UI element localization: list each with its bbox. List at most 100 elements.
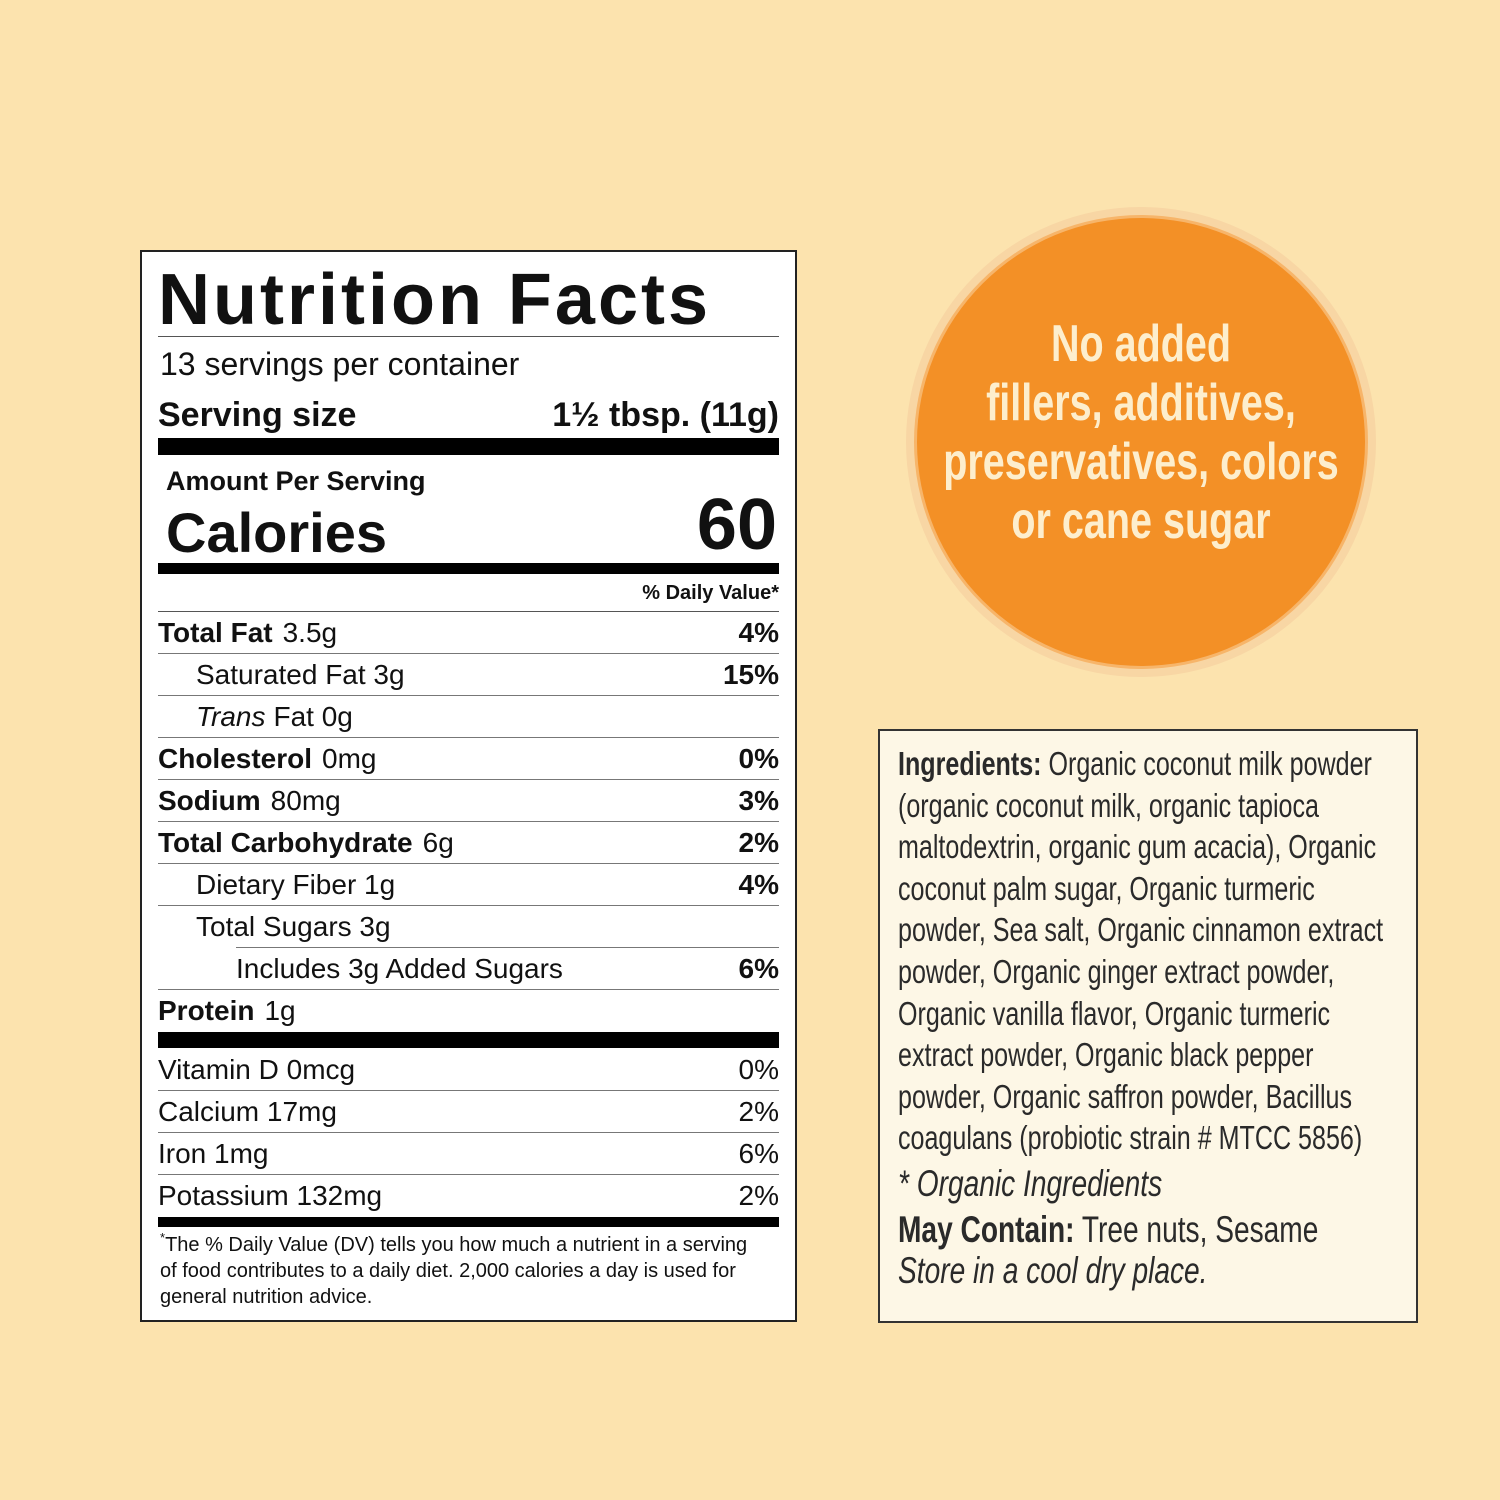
nutrient-name-group: Potassium 132mg [158,1180,382,1212]
nutrient-row: Total Sugars 3g [158,905,779,947]
serving-size-value: 1½ tbsp. (11g) [552,396,779,434]
nutrient-row: Cholesterol 0mg 0% [158,737,779,779]
nutrient-name: Saturated Fat 3g [196,658,405,690]
nutrient-name: Calcium 17mg [158,1095,337,1127]
nutrient-row: Saturated Fat 3g 15% [158,653,779,695]
nutrient-name: Iron 1mg [158,1137,269,1169]
daily-value: 2% [738,1095,779,1127]
nutrient-name-group: Saturated Fat 3g [158,659,405,691]
daily-value: 2% [738,1179,779,1211]
nutrient-row: Includes 3g Added Sugars 6% [236,947,779,989]
nutrition-label: Nutrition Facts 13 servings per containe… [140,250,797,1322]
daily-value: 0% [738,742,779,774]
ingredients-label: Ingredients: [898,745,1042,782]
nutrient-list: Total Fat 3.5g 4% Saturated Fat 3g 15% Trans F… [158,612,779,1031]
divider [158,1032,779,1048]
daily-value-header: % Daily Value* [642,582,779,604]
ingredients-text: Organic coconut milk powder (organic coc… [898,745,1384,1157]
storage: Store in a cool dry place. [898,1250,1403,1292]
divider [158,563,779,574]
nutrient-amount: 3.5g [282,616,338,648]
nutrient-name-group: Trans Fat 0g [158,701,353,733]
nutrient-row: Vitamin D 0mcg 0% [158,1049,779,1090]
daily-value: 15% [722,658,779,690]
amount-per-serving: Amount Per Serving [166,466,426,496]
ingredients-box: Ingredients: Organic coconut milk powder… [878,729,1418,1323]
may-contain: May Contain: Tree nuts, Sesame [898,1209,1403,1251]
nutrient-name: Total Sugars 3g [196,910,391,942]
daily-value: 0% [738,1053,779,1085]
calories-value: 60 [696,485,777,565]
ingredients-paragraph: Ingredients: Organic coconut milk powder… [898,743,1403,1159]
nutrient-name: Vitamin D 0mcg [158,1053,356,1085]
nutrient-name: Fat 0g [273,700,353,732]
calories-label: Calories [166,501,387,564]
nutrient-row: Sodium 80mg 3% [158,779,779,821]
nutrient-name-group: Vitamin D 0mcg [158,1054,355,1086]
nutrient-name: Includes 3g Added Sugars [236,952,563,984]
badge-line: fillers, additives, [986,374,1296,432]
daily-value: 4% [738,616,779,648]
divider [158,336,779,337]
nutrient-name-group: Total Sugars 3g [158,911,391,943]
nutrient-amount: 80mg [270,784,341,816]
nutrient-name-group: Sodium 80mg [158,785,341,817]
daily-value: 6% [738,1137,779,1169]
daily-value: 2% [738,826,779,858]
label-title: Nutrition Facts [158,260,712,340]
serving-size-label: Serving size [158,396,357,434]
footnote: *The % Daily Value (DV) tells you how mu… [160,1230,759,1310]
badge-line: preservatives, colors [943,433,1339,491]
footnote-marker: * [160,1230,166,1245]
badge-line: or cane sugar [1011,492,1271,550]
nutrient-row: Protein 1g [158,989,779,1031]
ingredients-note: * Organic Ingredients [898,1163,1403,1205]
organic-note: * Organic Ingredients [898,1162,1163,1204]
nutrient-name-group: Protein 1g [158,995,296,1027]
nutrient-name-italic: Trans [196,700,266,732]
badge-line: No added [1050,315,1232,373]
storage-text: Store in a cool dry place. [898,1250,1208,1292]
ingredients-content: Ingredients: Organic coconut milk powder… [898,743,1403,1292]
nutrient-name-group: Includes 3g Added Sugars [236,953,563,985]
nutrient-row: Total Carbohydrate 6g 2% [158,821,779,863]
nutrient-row: Calcium 17mg 2% [158,1090,779,1132]
nutrient-name-group: Cholesterol 0mg [158,743,377,775]
nutrient-name-group: Total Carbohydrate 6g [158,827,454,859]
daily-value: 3% [738,784,779,816]
nutrient-name-group: Total Fat 3.5g [158,617,337,649]
nutrient-name: Sodium [158,784,261,816]
divider [158,611,779,612]
nutrient-amount: 6g [422,826,454,858]
nutrient-amount: 0mg [322,742,377,774]
nutrient-row: Iron 1mg 6% [158,1132,779,1174]
nutrient-name: Cholesterol [158,742,313,774]
nutrient-name-group: Iron 1mg [158,1138,269,1170]
may-contain-label: May Contain: [898,1208,1075,1250]
nutrient-name: Protein [158,994,255,1026]
nutrient-name: Dietary Fiber 1g [196,868,396,900]
divider [158,438,779,455]
servings: 13 servings per container [160,346,520,382]
vitamin-list: Vitamin D 0mcg 0% Calcium 17mg 2% Iron 1mg 6%… [158,1049,779,1216]
nutrient-name-group: Dietary Fiber 1g [158,869,395,901]
badge-core [917,218,1365,666]
footnote-text: The % Daily Value (DV) tells you how muc… [160,1234,748,1308]
serving-size: Serving size 1½ tbsp. (11g) [158,396,779,435]
may-contain-text: Tree nuts, Sesame [1081,1208,1319,1250]
nutrient-name: Potassium 132mg [158,1179,383,1211]
badge: No added fillers, additives, preservativ… [906,207,1376,677]
nutrient-row: Total Fat 3.5g 4% [158,612,779,653]
divider [158,1217,779,1227]
nutrient-row: Trans Fat 0g [158,695,779,737]
nutrient-name: Total Fat [158,616,273,648]
daily-value: 4% [738,868,779,900]
nutrient-name-group: Calcium 17mg [158,1096,337,1128]
nutrient-amount: 1g [264,994,296,1026]
badge-text: No added fillers, additives, preservativ… [902,315,1381,551]
nutrient-row: Potassium 132mg 2% [158,1174,779,1216]
nutrient-row: Dietary Fiber 1g 4% [158,863,779,905]
nutrient-name: Total Carbohydrate [158,826,413,858]
daily-value: 6% [738,952,779,984]
